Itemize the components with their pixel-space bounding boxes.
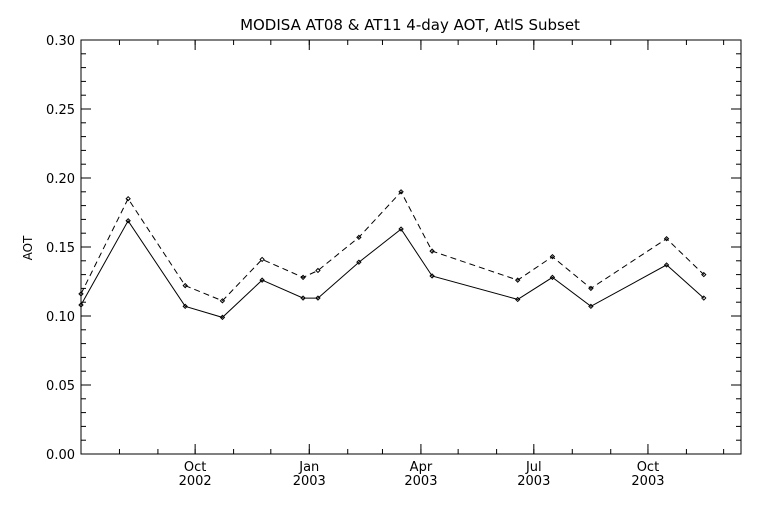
series-point-dashed — [125, 195, 131, 202]
series-point-solid — [663, 262, 670, 268]
series-point-solid — [514, 296, 521, 303]
series-point-dashed — [356, 234, 362, 241]
series-point-dashed — [219, 298, 226, 304]
series-point-solid — [315, 295, 321, 301]
series-point-dashed — [663, 236, 670, 242]
x-tick-month-label: Oct — [637, 460, 659, 475]
series-point-dashed — [300, 274, 306, 281]
chart-title: MODISA AT08 & AT11 4-day AOT, AtlS Subse… — [240, 16, 580, 34]
y-tick-label: 0.20 — [46, 172, 75, 187]
series-point-solid — [182, 303, 188, 310]
series-point-solid — [356, 259, 362, 265]
series-line-solid — [80, 219, 705, 318]
series-point-dashed — [549, 253, 556, 260]
plot-frame — [80, 39, 742, 455]
y-tick-label: 0.25 — [46, 103, 75, 118]
y-tick-label: 0.05 — [46, 379, 75, 394]
series-point-dashed — [78, 291, 84, 297]
series-point-solid — [588, 303, 594, 310]
series-line-dashed — [80, 190, 705, 302]
series-point-dashed — [315, 267, 321, 274]
series-point-dashed — [514, 277, 521, 283]
y-tick-label: 0.10 — [46, 310, 75, 325]
series-point-dashed — [182, 282, 188, 289]
series-point-solid — [429, 273, 435, 279]
series-point-solid — [78, 302, 84, 308]
series-point-dashed — [701, 271, 707, 278]
x-tick-year-label: 2003 — [293, 474, 326, 489]
x-tick-year-label: 2003 — [517, 474, 550, 489]
y-tick-label: 0.30 — [46, 34, 75, 49]
y-tick-label: 0.15 — [46, 241, 75, 256]
series-point-solid — [300, 295, 306, 301]
series-point-solid — [398, 226, 404, 232]
series-point-dashed — [588, 285, 594, 292]
x-tick-month-label: Jul — [525, 460, 542, 475]
x-tick-month-label: Oct — [184, 460, 206, 475]
series-point-dashed — [398, 189, 404, 195]
y-axis: 0.00 0.05 0.10 0.15 0.20 0.25 0.30 — [46, 34, 741, 463]
series-point-dashed — [429, 248, 435, 254]
x-tick-year-label: 2003 — [404, 474, 437, 489]
x-tick-year-label: 2003 — [631, 474, 664, 489]
series-point-solid — [701, 295, 707, 301]
series-point-solid — [259, 277, 265, 283]
series-point-solid — [549, 274, 556, 281]
x-tick-month-label: Jan — [298, 460, 319, 475]
series-point-solid — [219, 314, 226, 321]
series-point-solid — [125, 218, 131, 224]
y-tick-label: 0.00 — [46, 448, 75, 463]
x-tick-month-label: Apr — [410, 460, 433, 475]
y-axis-label: AOT — [21, 235, 35, 260]
series-layer — [78, 189, 707, 321]
x-tick-year-label: 2002 — [179, 474, 212, 489]
series-point-dashed — [259, 256, 265, 263]
